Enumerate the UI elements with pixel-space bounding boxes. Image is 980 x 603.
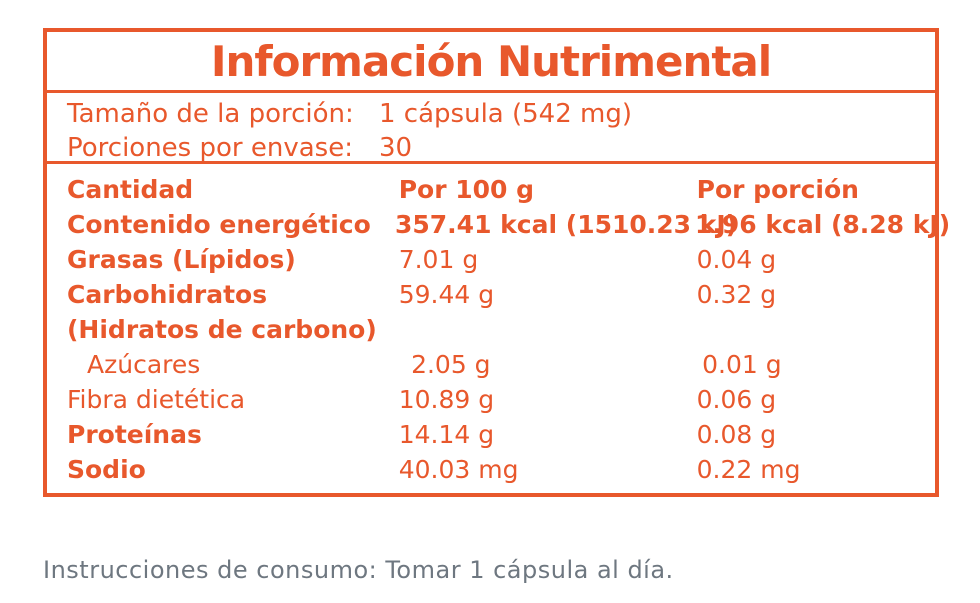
nutrient-per-serving: 0.32 g	[696, 280, 777, 309]
table-row-sugars: Azúcares 2.05 g 0.01 g	[67, 347, 935, 382]
table-header-row: Cantidad Por 100 g Por porción	[67, 172, 935, 207]
serving-size-label: Tamaño de la porción:	[67, 99, 354, 129]
header-per-100g: Por 100 g	[398, 175, 535, 204]
nutrient-name: (Hidratos de carbono)	[67, 315, 377, 344]
nutrient-per-100g	[399, 312, 697, 347]
table-row-sodium: Sodio 40.03 mg 0.22 mg	[67, 452, 935, 487]
nutrient-name: Contenido energético	[67, 210, 371, 239]
nutrient-per-100g: 7.01 g	[398, 245, 479, 274]
serving-size-row: Tamaño de la porción: 1 cápsula (542 mg)	[67, 97, 935, 131]
nutrient-per-100g: 2.05 g	[411, 350, 491, 379]
servings-per-container-row: Porciones por envase: 30	[67, 131, 935, 165]
serving-info: Tamaño de la porción: 1 cápsula (542 mg)…	[47, 93, 935, 164]
nutrient-per-serving	[697, 312, 935, 347]
nutrient-per-100g: 40.03 mg	[398, 455, 519, 484]
nutrition-title: Información Nutrimental	[47, 32, 935, 93]
header-per-serving: Por porción	[696, 175, 859, 204]
nutrient-name: Sodio	[67, 455, 146, 484]
nutrient-per-100g: 357.41 kcal (1510.23 kJ)	[395, 210, 738, 239]
nutrient-name: Fibra dietética	[67, 385, 246, 414]
usage-instructions: Instrucciones de consumo: Tomar 1 cápsul…	[43, 556, 674, 584]
servings-per-container-value: 30	[379, 133, 413, 163]
table-row-fat: Grasas (Lípidos) 7.01 g 0.04 g	[67, 242, 935, 277]
nutrition-facts-panel: Información Nutrimental Tamaño de la por…	[43, 28, 951, 497]
table-row-carbohydrates-subtitle: (Hidratos de carbono)	[67, 312, 935, 347]
nutrient-per-serving: 0.22 mg	[696, 455, 801, 484]
nutrient-per-serving: 1.96 kcal (8.28 kJ)	[695, 210, 951, 239]
servings-per-container-label: Porciones por envase:	[67, 133, 353, 163]
nutrient-per-100g: 14.14 g	[398, 420, 495, 449]
table-row-protein: Proteínas 14.14 g 0.08 g	[67, 417, 935, 452]
nutrient-per-serving: 0.01 g	[702, 350, 782, 379]
nutrient-per-100g: 10.89 g	[398, 385, 495, 414]
nutrient-per-100g: 59.44 g	[398, 280, 495, 309]
table-row-fiber: Fibra dietética 10.89 g 0.06 g	[67, 382, 935, 417]
header-quantity: Cantidad	[67, 175, 194, 204]
nutrient-per-serving: 0.06 g	[696, 385, 777, 414]
table-row-carbohydrates: Carbohidratos 59.44 g 0.32 g	[67, 277, 935, 312]
nutrient-name: Proteínas	[67, 420, 202, 449]
nutrient-table: Cantidad Por 100 g Por porción Contenido…	[47, 164, 951, 487]
table-row-energy: Contenido energético 357.41 kcal (1510.2…	[67, 207, 951, 242]
nutrient-name: Grasas (Lípidos)	[67, 245, 296, 274]
nutrient-name: Carbohidratos	[67, 280, 268, 309]
nutrient-per-serving: 0.08 g	[696, 420, 777, 449]
nutrient-per-serving: 0.04 g	[696, 245, 777, 274]
serving-size-value: 1 cápsula (542 mg)	[379, 99, 632, 129]
nutrient-name: Azúcares	[87, 350, 201, 379]
